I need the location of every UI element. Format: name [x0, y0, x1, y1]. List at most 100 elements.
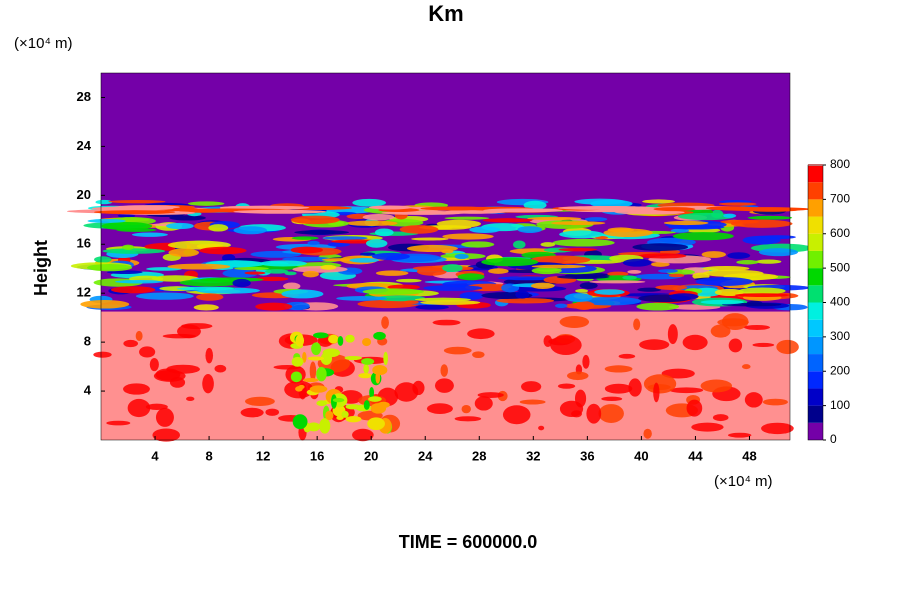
field-swirl: [682, 334, 708, 351]
field-swirl: [550, 335, 582, 355]
field-streak: [321, 258, 357, 262]
field-streak: [110, 286, 156, 294]
field-streak: [244, 271, 266, 275]
field-swirl: [601, 396, 623, 402]
field-swirl: [139, 346, 156, 358]
field-swirl: [434, 378, 454, 393]
field-swirl: [571, 410, 583, 418]
field-swirl: [567, 371, 589, 381]
field-swirl: [667, 324, 678, 345]
colorbar-tick-label: 100: [830, 398, 850, 412]
field-streak: [106, 270, 143, 274]
field-core: [375, 371, 381, 384]
field-swirl: [728, 338, 743, 353]
field-streak: [742, 235, 781, 245]
field-streak: [653, 207, 696, 212]
colorbar-band: [808, 199, 823, 217]
field-streak: [668, 273, 685, 278]
colorbar-band: [808, 405, 823, 423]
field-swirl: [426, 403, 453, 415]
field-streak: [199, 246, 247, 255]
field-streak: [420, 300, 481, 305]
field-streak: [670, 228, 690, 233]
field-streak: [723, 213, 737, 218]
field-streak: [743, 207, 801, 212]
field-streak: [423, 285, 483, 291]
field-streak: [352, 198, 387, 207]
field-core: [373, 331, 386, 340]
field-streak: [622, 275, 637, 280]
field-core: [328, 334, 339, 344]
field-streak: [719, 200, 752, 204]
field-streak: [169, 215, 206, 221]
field-streak: [281, 289, 324, 299]
x-tick-label: 48: [742, 448, 756, 463]
field-streak: [627, 210, 685, 215]
field-swirl: [604, 365, 633, 373]
field-streak: [375, 270, 409, 276]
field-streak: [483, 208, 563, 213]
y-tick-label: 12: [77, 285, 91, 300]
field-swirl: [202, 373, 214, 394]
field-streak: [135, 292, 194, 300]
field-swirl: [412, 380, 425, 396]
field-streak: [292, 265, 348, 273]
x-tick-label: 40: [634, 448, 648, 463]
field-streak: [395, 278, 422, 283]
field-streak: [584, 217, 608, 222]
y-unit: (×10⁴ m): [14, 35, 73, 52]
field-streak: [222, 254, 236, 262]
field-streak: [93, 210, 176, 215]
field-streak: [469, 226, 501, 234]
field-core: [358, 372, 373, 379]
field-streak: [579, 282, 598, 289]
field-core: [292, 414, 308, 430]
field-core: [383, 351, 389, 366]
field-streak: [168, 248, 200, 257]
field-streak: [179, 278, 240, 287]
x-tick-label: 32: [526, 448, 540, 463]
field-streak: [622, 258, 652, 267]
field-swirl: [582, 354, 590, 369]
field-swirl: [467, 328, 495, 340]
field-streak: [371, 252, 410, 261]
field-streak: [444, 216, 490, 220]
field-core: [330, 394, 337, 409]
field-streak: [564, 293, 593, 303]
field-streak: [589, 199, 633, 208]
y-axis-label: Height: [31, 240, 51, 296]
field-swirl: [265, 408, 280, 416]
field-core: [302, 351, 307, 363]
field-core: [291, 356, 304, 367]
field-streak: [255, 302, 293, 311]
field-swirl: [653, 382, 660, 403]
field-core: [295, 334, 305, 347]
y-tick-label: 20: [77, 187, 91, 202]
field-core: [368, 396, 382, 402]
field-core: [377, 401, 390, 409]
field-swirl: [240, 407, 264, 418]
field-swirl: [461, 404, 471, 414]
field-core: [344, 355, 362, 361]
x-tick-label: 24: [418, 448, 433, 463]
colorbar-band: [808, 268, 823, 286]
field-streak: [86, 263, 133, 272]
field-swirl: [309, 361, 317, 381]
field-streak: [637, 287, 662, 292]
field-streak: [365, 239, 388, 248]
y-tick-label: 4: [84, 383, 92, 398]
x-tick-label: 16: [310, 448, 324, 463]
field-streak: [151, 275, 200, 282]
field-streak: [234, 266, 269, 271]
x-tick-label: 36: [580, 448, 594, 463]
field-streak: [457, 273, 485, 281]
field-streak: [556, 274, 610, 280]
field-streak: [738, 287, 786, 295]
field-streak: [167, 263, 231, 270]
field-swirl: [598, 404, 624, 423]
field-streak: [758, 248, 799, 257]
field-streak: [222, 268, 259, 278]
field-streak: [259, 260, 308, 267]
field-streak: [573, 301, 595, 310]
field-swirl: [432, 319, 461, 326]
